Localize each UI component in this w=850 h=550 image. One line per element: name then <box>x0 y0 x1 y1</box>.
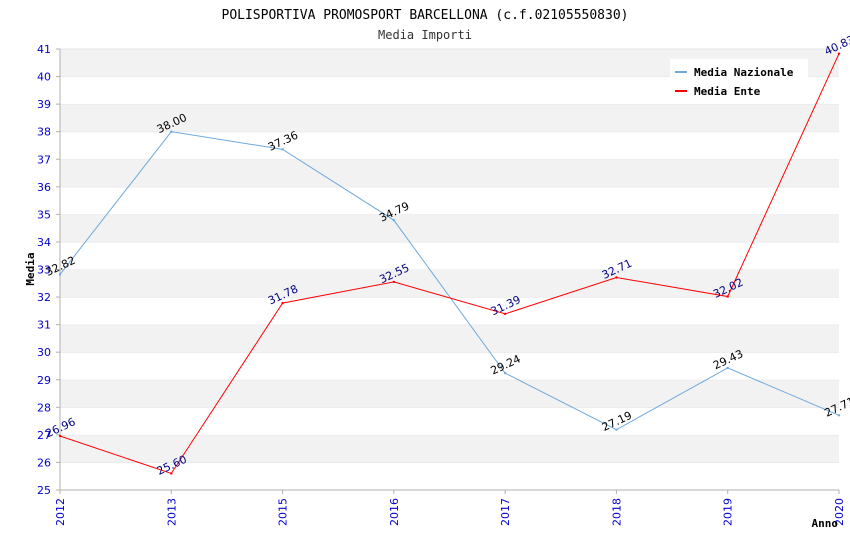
legend: Media Nazionale Media Ente <box>670 59 808 101</box>
y-tick-label: 32 <box>37 291 51 304</box>
grid-band <box>60 462 839 490</box>
legend-label: Media Ente <box>694 85 761 98</box>
data-point <box>58 434 62 438</box>
y-tick-label: 40 <box>37 71 51 84</box>
x-tick-label: 2016 <box>388 498 401 526</box>
x-tick-label: 2013 <box>165 498 178 526</box>
y-axis-ticks: 25 26 27 28 29 30 31 32 33 34 35 36 37 38 39 40 41 <box>37 43 60 497</box>
series-line-media-ente <box>59 53 840 475</box>
data-point <box>392 218 396 222</box>
y-axis-title: Media <box>24 252 37 285</box>
data-point <box>726 295 729 298</box>
y-tick-label: 31 <box>37 319 51 332</box>
y-tick-label: 28 <box>37 401 51 414</box>
y-tick-label: 30 <box>37 346 51 359</box>
grid-band <box>60 131 839 160</box>
y-tick-label: 26 <box>37 456 51 469</box>
series-line-media-nazionale <box>59 131 840 431</box>
y-tick-label: 36 <box>37 181 51 194</box>
x-tick-label: 2019 <box>722 498 735 526</box>
x-tick-label: 2017 <box>499 498 512 526</box>
x-axis-ticks: 2012 2013 2015 2016 2017 2018 2019 2020 <box>54 490 846 526</box>
x-tick-label: 2020 <box>833 498 846 526</box>
data-point <box>170 130 173 133</box>
grid-bands <box>60 48 839 490</box>
y-tick-label: 35 <box>37 208 51 221</box>
x-axis-title: Anno <box>812 517 839 530</box>
data-point <box>281 301 284 305</box>
data-point <box>837 52 841 55</box>
grid-band <box>60 159 839 187</box>
data-point <box>615 276 618 279</box>
x-tick-label: 2015 <box>277 498 290 526</box>
data-point <box>726 366 729 370</box>
y-tick-label: 38 <box>37 126 51 139</box>
grid-band <box>60 297 839 325</box>
grid-band <box>60 269 839 298</box>
grid-band <box>60 434 839 463</box>
grid-band <box>60 407 839 435</box>
legend-box <box>670 59 808 101</box>
grid-band <box>60 241 839 270</box>
x-tick-label: 2012 <box>54 498 67 526</box>
y-tick-label: 37 <box>37 153 51 166</box>
y-tick-label: 39 <box>37 98 51 111</box>
grid-band <box>60 104 839 132</box>
chart-title: POLISPORTIVA PROMOSPORT BARCELLONA (c.f.… <box>222 8 629 23</box>
x-tick-label: 2018 <box>610 498 623 526</box>
grid-band <box>60 214 839 242</box>
grid-band <box>60 186 839 215</box>
y-tick-label: 29 <box>37 374 51 387</box>
series-lines <box>58 52 841 475</box>
legend-label: Media Nazionale <box>694 66 794 79</box>
grid-band <box>60 379 839 408</box>
y-tick-label: 41 <box>37 43 51 56</box>
y-tick-label: 25 <box>37 484 51 497</box>
y-tick-label: 34 <box>37 236 51 249</box>
data-point <box>837 414 841 417</box>
grid-band <box>60 324 839 353</box>
data-point <box>392 280 396 284</box>
y-tick-label: 33 <box>37 264 51 277</box>
data-point <box>281 148 284 151</box>
data-point <box>170 472 173 475</box>
data-point <box>503 371 507 375</box>
y-tick-label: 27 <box>37 429 51 442</box>
grid-band <box>60 352 839 380</box>
data-point <box>58 273 62 276</box>
data-point <box>615 428 618 431</box>
chart-subtitle: Media Importi <box>378 28 472 42</box>
data-point <box>503 312 507 316</box>
